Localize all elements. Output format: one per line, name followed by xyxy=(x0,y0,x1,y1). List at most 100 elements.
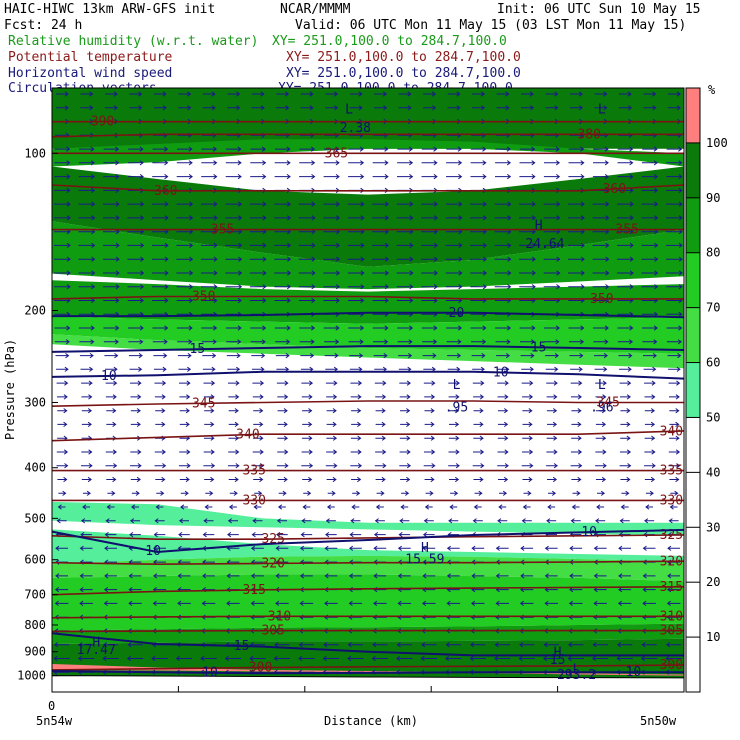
theta-contour-300 xyxy=(52,664,684,671)
circulation-vector xyxy=(618,105,633,111)
circulation-vector xyxy=(127,642,143,648)
extremum-label: 2.38 xyxy=(340,121,371,136)
circulation-vector xyxy=(494,284,512,290)
circulation-vector xyxy=(56,380,69,386)
circulation-vector xyxy=(250,573,264,579)
circulation-vector xyxy=(253,504,262,510)
circulation-vector xyxy=(617,201,634,207)
circulation-vector xyxy=(55,105,69,111)
circulation-vector xyxy=(104,531,117,538)
circulation-vector xyxy=(495,146,511,152)
circulation-vector xyxy=(249,284,267,290)
circulation-vector xyxy=(130,421,141,428)
circulation-vector xyxy=(228,435,240,441)
circulation-vector xyxy=(228,449,240,455)
theta-label: 340 xyxy=(236,428,259,443)
circulation-vector xyxy=(668,91,681,97)
circulation-vector xyxy=(225,297,242,304)
circulation-vector xyxy=(127,215,145,221)
circulation-vector xyxy=(445,642,461,648)
circulation-vector xyxy=(274,297,291,304)
circulation-vector xyxy=(103,256,120,262)
circulation-vector xyxy=(568,160,585,166)
circulation-vector xyxy=(399,380,411,386)
circulation-vector xyxy=(643,91,657,97)
circulation-vector xyxy=(521,463,534,469)
circulation-vector xyxy=(228,476,239,483)
circulation-vector xyxy=(178,91,192,97)
circulation-vector xyxy=(177,352,192,359)
circulation-vector xyxy=(105,518,116,524)
circulation-vector xyxy=(177,600,191,607)
circulation-vector xyxy=(225,256,243,262)
circulation-vector xyxy=(593,146,609,152)
circulation-vector xyxy=(277,408,288,414)
circulation-vector xyxy=(277,394,289,400)
extremum-label: L xyxy=(573,662,581,677)
circulation-vector xyxy=(249,242,267,249)
extremum-label: 17.47 xyxy=(77,643,116,658)
circulation-vector xyxy=(568,270,585,276)
circulation-vector xyxy=(520,352,535,359)
circulation-vector xyxy=(397,573,411,579)
circulation-vector xyxy=(519,256,536,262)
circulation-vector xyxy=(545,91,559,97)
circulation-vector xyxy=(226,339,242,345)
circulation-vector xyxy=(595,518,606,524)
circulation-vector xyxy=(302,504,311,510)
circulation-vector xyxy=(300,366,314,372)
circulation-vector xyxy=(449,504,458,510)
circulation-vector xyxy=(154,518,165,524)
circulation-vector xyxy=(668,518,679,524)
rh-region-70 xyxy=(52,574,684,631)
wind-label: 10 xyxy=(626,665,642,680)
circulation-vector xyxy=(399,449,411,455)
circulation-vector xyxy=(568,242,585,249)
circulation-vector xyxy=(594,366,608,372)
circulation-vector xyxy=(421,173,438,180)
circulation-vector xyxy=(78,160,95,166)
circulation-vector xyxy=(546,435,558,441)
circulation-vector xyxy=(58,490,67,496)
circulation-vector xyxy=(641,173,659,180)
circulation-vector xyxy=(251,366,265,372)
circulation-vector xyxy=(325,531,337,538)
circulation-vector xyxy=(617,284,634,290)
circulation-vector xyxy=(372,201,390,207)
circulation-vector xyxy=(592,242,610,249)
circulation-vector xyxy=(398,105,412,111)
circulation-vector xyxy=(546,380,558,386)
circulation-vector xyxy=(398,352,413,359)
circulation-vector xyxy=(372,297,389,304)
circulation-vector xyxy=(326,408,337,414)
circulation-vector xyxy=(200,256,218,262)
circulation-vector xyxy=(105,463,118,469)
circulation-vector xyxy=(641,270,659,276)
circulation-vector xyxy=(200,215,218,221)
circulation-vector xyxy=(373,352,388,359)
circulation-vector xyxy=(105,91,118,97)
field-wspd-xy: XY= 251.0,100.0 to 284.7,100.0 xyxy=(286,66,521,81)
circulation-vector xyxy=(106,421,117,428)
circulation-vector xyxy=(375,421,386,428)
circulation-vector xyxy=(642,146,658,152)
circulation-vector xyxy=(252,449,264,455)
wind-label: 10 xyxy=(101,369,117,384)
circulation-vector xyxy=(544,160,561,166)
field-wspd-name: Horizontal wind speed xyxy=(8,66,172,81)
wind-label: 15 xyxy=(531,340,547,355)
circulation-vector xyxy=(569,573,583,579)
circulation-vector xyxy=(522,435,533,441)
circulation-vector xyxy=(252,518,263,524)
circulation-vector xyxy=(324,573,338,579)
circulation-vector xyxy=(176,215,194,221)
circulation-vector xyxy=(152,325,169,331)
circulation-vector xyxy=(473,421,484,428)
circulation-vector xyxy=(350,449,362,455)
circulation-vector xyxy=(372,160,389,166)
theta-label: 310 xyxy=(660,609,683,624)
rh-region-80 xyxy=(52,623,684,644)
theta-contour-350 xyxy=(52,295,684,300)
circulation-vector xyxy=(621,490,630,496)
